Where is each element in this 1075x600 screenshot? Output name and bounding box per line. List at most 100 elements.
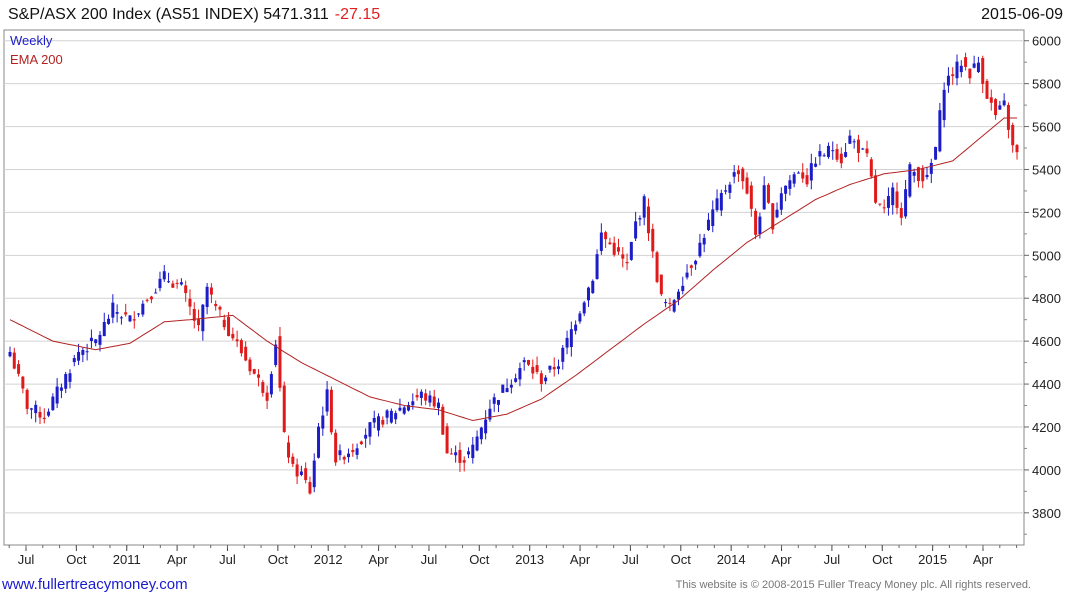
candle-body <box>604 232 608 240</box>
candle-body <box>137 313 141 315</box>
candle-body <box>951 74 955 76</box>
candle-body <box>1002 100 1006 106</box>
candle-body <box>646 206 650 234</box>
candle-body <box>634 221 638 239</box>
y-tick-label: 4600 <box>1032 334 1061 349</box>
candle-body <box>407 405 411 411</box>
candle-body <box>437 402 441 408</box>
candle-body <box>788 180 792 189</box>
candle-body <box>497 400 501 405</box>
candle-body <box>59 387 63 391</box>
candle-body <box>762 185 766 210</box>
candle-body <box>132 319 136 321</box>
candle-body <box>904 189 908 217</box>
candle-body <box>364 434 368 439</box>
x-tick-label: Jul <box>18 552 35 567</box>
candle-body <box>981 58 985 84</box>
candle-body <box>445 426 449 454</box>
candle-body <box>222 319 226 328</box>
candle-body <box>715 198 719 211</box>
candle-body <box>342 456 346 460</box>
candle-body <box>921 168 925 182</box>
y-tick-label: 5600 <box>1032 120 1061 135</box>
candle-body <box>959 65 963 73</box>
candle-body <box>526 359 530 365</box>
candle-body <box>501 384 505 393</box>
candle-body <box>94 339 98 344</box>
candle-body <box>736 170 740 175</box>
candle-body <box>664 302 668 304</box>
candle-body <box>835 149 839 160</box>
x-tick-label: Oct <box>872 552 893 567</box>
candle-body <box>47 411 51 416</box>
candle-body <box>119 317 123 319</box>
candle-body <box>852 141 856 143</box>
candle-body <box>711 209 715 227</box>
candle-body <box>265 392 269 401</box>
ema-200-line <box>9 117 1017 422</box>
candle-body <box>312 460 316 488</box>
candles <box>8 52 1019 495</box>
candle-body <box>287 442 291 458</box>
candle-body <box>616 247 620 252</box>
candle-body <box>899 208 903 218</box>
y-tick-label: 3800 <box>1032 506 1061 521</box>
candle-body <box>591 280 595 294</box>
candle-body <box>535 365 539 372</box>
y-tick-label: 6000 <box>1032 34 1061 49</box>
candle-body <box>98 334 102 345</box>
candle-body <box>548 365 552 370</box>
website-link[interactable]: www.fullertreacymoney.com <box>2 576 188 593</box>
candle-body <box>968 68 972 79</box>
candle-body <box>462 460 466 463</box>
candle-body <box>145 299 149 301</box>
candle-body <box>741 168 745 182</box>
candle-body <box>248 359 252 372</box>
candle-body <box>449 453 453 455</box>
candle-body <box>492 397 496 404</box>
x-tick-label: Jul <box>421 552 438 567</box>
candle-body <box>372 417 376 423</box>
candle-body <box>1011 124 1015 146</box>
candle-body <box>509 384 513 388</box>
candle-body <box>856 139 860 153</box>
candle-body <box>651 228 655 252</box>
candle-body <box>338 450 342 456</box>
candle-body <box>745 177 749 194</box>
candle-body <box>261 382 265 393</box>
candle-body <box>642 196 646 218</box>
candle-body <box>192 308 196 321</box>
candle-body <box>329 389 333 433</box>
candle-body <box>389 410 393 423</box>
y-tick-label: 5800 <box>1032 77 1061 92</box>
x-tick-label: Apr <box>973 552 994 567</box>
candle-body <box>814 163 818 167</box>
candle-body <box>518 368 522 380</box>
candle-body <box>351 450 355 453</box>
candle-body <box>128 315 132 322</box>
x-tick-label: Apr <box>771 552 792 567</box>
candle-body <box>38 411 42 418</box>
candle-body <box>167 281 171 283</box>
candle-body <box>861 148 865 150</box>
candle-body <box>796 172 800 174</box>
candle-body <box>565 337 569 348</box>
candle-body <box>848 135 852 144</box>
candle-body <box>149 296 153 300</box>
candle-body <box>844 152 848 157</box>
candle-body <box>467 451 471 455</box>
y-axis: 3800 4000 4200 4400 4600 4800 5000 5200 5400 5600… <box>1024 34 1061 535</box>
candle-body <box>55 386 59 404</box>
candle-body <box>77 351 81 361</box>
candle-body <box>432 396 436 407</box>
candle-body <box>347 453 351 458</box>
candle-body <box>368 422 372 437</box>
candle-body <box>334 432 338 463</box>
candle-body <box>252 369 256 374</box>
candle-body <box>595 254 599 279</box>
candle-body <box>552 366 556 370</box>
candle-body <box>188 298 192 307</box>
y-tick-label: 4400 <box>1032 377 1061 392</box>
candle-body <box>162 271 166 280</box>
y-tick-label: 5400 <box>1032 162 1061 177</box>
